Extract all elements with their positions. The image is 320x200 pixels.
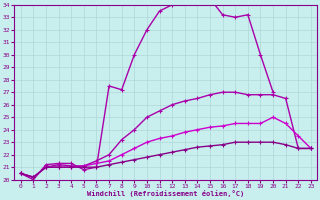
X-axis label: Windchill (Refroidissement éolien,°C): Windchill (Refroidissement éolien,°C): [87, 190, 244, 197]
